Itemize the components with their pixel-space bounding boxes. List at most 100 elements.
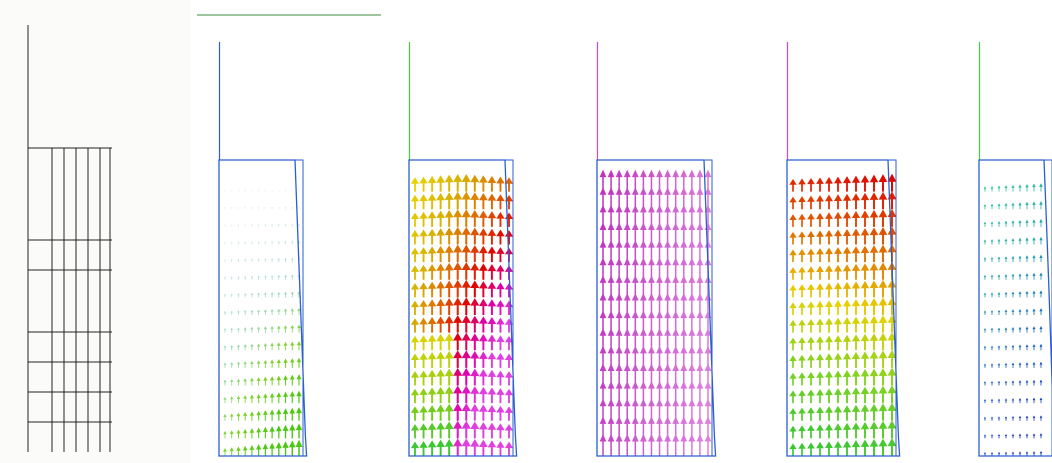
vector-arrow-head [1011, 184, 1015, 188]
vector-arrow-head [983, 345, 987, 348]
vector-arrow-head [453, 420, 463, 429]
vector-arrow-head [487, 299, 497, 307]
vector-arrow-head [997, 238, 1001, 242]
vector-arrow-head [298, 206, 300, 208]
vector-arrow-head [223, 396, 227, 400]
vector-arrow-head [1004, 256, 1008, 259]
vector-arrow-head [487, 264, 497, 272]
vector-arrow-head [276, 425, 282, 432]
vector-arrow-head [291, 189, 294, 191]
vector-arrow-head [223, 276, 227, 278]
vector-arrow-head [869, 280, 879, 289]
vector-arrow-head [419, 423, 428, 431]
vector-arrow-head [798, 231, 806, 238]
vector-arrow-head [1039, 397, 1043, 401]
vector-arrow-head [436, 386, 445, 395]
vector-arrow-head [631, 240, 639, 248]
vector-arrow-head [869, 315, 879, 324]
vector-arrow-head [453, 262, 463, 271]
vector-arrow-head [878, 403, 888, 412]
panel-1 [218, 42, 308, 457]
vector-arrow-head [277, 189, 280, 191]
vector-arrow-head [249, 411, 255, 416]
vector-arrow-head [607, 328, 615, 336]
vector-arrow-head [504, 212, 514, 219]
vector-arrow-head [878, 297, 888, 306]
vector-arrow-head [833, 405, 843, 413]
vector-arrow-head [1004, 380, 1008, 383]
vector-arrow-head [264, 275, 267, 278]
vector-arrow-head [599, 398, 607, 407]
vector-arrow-head [599, 222, 607, 230]
vector-arrow-head [296, 390, 302, 397]
vector-arrow-head [631, 187, 639, 195]
vector-arrow-head [1025, 290, 1029, 294]
vector-arrow-head [990, 434, 994, 437]
vector-arrow-head [680, 204, 688, 213]
vector-arrow-head [878, 262, 888, 271]
vector-arrow-head [277, 257, 281, 260]
vector-arrow-head [470, 192, 480, 200]
vector-arrow-head [887, 279, 897, 288]
vector-arrow-head [1004, 238, 1008, 242]
vector-arrow-head [461, 403, 471, 412]
vector-arrow-head [504, 423, 514, 431]
vector-arrow-head [648, 293, 655, 301]
vector-arrow-head [297, 223, 301, 226]
vector-arrow-head [283, 358, 288, 363]
vector-arrow-head [842, 211, 852, 219]
vector-arrow-head [410, 247, 420, 255]
vector-arrow-head [887, 314, 897, 323]
vector-arrow-head [257, 223, 260, 226]
vector-arrow-head [983, 221, 987, 225]
vector-arrow-head [648, 204, 655, 213]
vector-arrow-head [256, 444, 262, 450]
vector-arrow-head [453, 332, 463, 341]
vector-arrow-head [229, 413, 234, 417]
vector-arrow-head [1039, 290, 1043, 294]
vector-arrow-head [607, 257, 615, 266]
vector-arrow-head [990, 363, 994, 366]
vector-arrow-head [825, 282, 833, 290]
vector-arrow-head [615, 363, 623, 371]
vector-arrow-head [264, 241, 267, 243]
vector-arrow-head [1004, 451, 1008, 454]
vector-arrow-head [842, 369, 852, 377]
vector-arrow-head [851, 404, 861, 412]
vector-arrow-head [479, 333, 488, 342]
vector-arrow-head [1025, 397, 1029, 401]
vector-arrow-head [680, 381, 688, 389]
vector-arrow-head [270, 308, 274, 312]
vector-arrow-head [257, 275, 260, 278]
vector-arrow-head [249, 394, 254, 399]
vector-arrow-head [789, 249, 797, 256]
vector-arrow-head [878, 244, 888, 253]
vector-arrow-head [639, 398, 647, 407]
vector-arrow-head [696, 345, 704, 354]
vector-arrow-head [436, 298, 445, 306]
vector-arrow-head [672, 345, 680, 354]
vector-arrow-head [789, 408, 797, 414]
vector-arrow-head [833, 282, 843, 290]
vector-arrow-head [290, 274, 294, 277]
vector-arrow-head [887, 244, 897, 253]
vector-arrow-head [631, 328, 639, 336]
vector-arrow-head [664, 363, 672, 371]
vector-arrow-head [997, 274, 1001, 277]
vector-arrow-head [270, 325, 274, 329]
vector-arrow-head [496, 440, 505, 448]
vector-arrow-head [878, 385, 888, 394]
vector-arrow-head [1018, 184, 1022, 188]
vector-arrow-head [696, 275, 704, 283]
vector-arrow-head [249, 428, 255, 433]
vector-arrow-head [1039, 201, 1043, 205]
vector-arrow-head [436, 351, 445, 359]
vector-arrow-head [631, 310, 639, 319]
vector-arrow-head [983, 434, 987, 437]
vector-arrow-head [807, 230, 815, 238]
vector-arrow-head [688, 169, 696, 178]
vector-arrow-head [807, 354, 815, 361]
vector-arrow-head [631, 381, 639, 389]
vector-arrow-head [631, 293, 639, 301]
vector-arrow-head [487, 352, 497, 360]
